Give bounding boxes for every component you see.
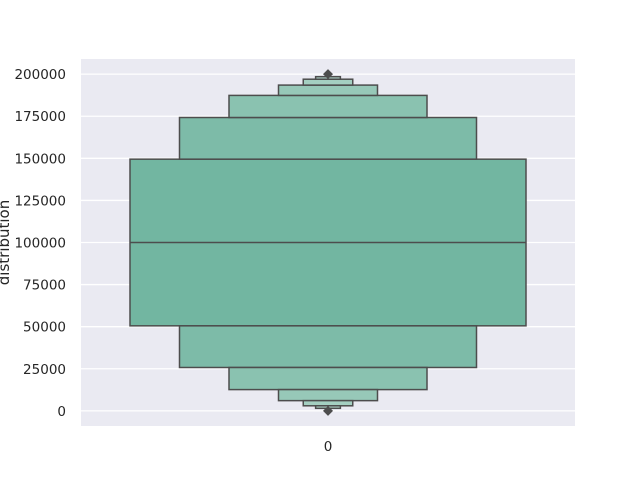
boxen-level-1-lower: [178, 325, 478, 369]
boxen-level-1-upper: [178, 116, 478, 160]
boxen-level-2-upper: [228, 94, 428, 119]
y-tick-label-175000: 175000: [14, 109, 66, 125]
outlier-point-1: [323, 69, 333, 80]
outlier-point-0: [323, 405, 333, 416]
outlier-markers: [323, 69, 333, 416]
y-tick-label-200000: 200000: [14, 67, 66, 83]
x-tick-labels: 0: [324, 439, 333, 455]
y-tick-label-50000: 50000: [23, 320, 66, 336]
y-tick-label-150000: 150000: [14, 151, 66, 167]
boxen-level-2-lower: [228, 366, 428, 391]
y-tick-label-0: 0: [57, 404, 66, 420]
y-tick-labels: 0 25000 50000 75000 100000 125000 150000 175000…: [14, 67, 66, 420]
y-tick-label-125000: 125000: [14, 193, 66, 209]
y-tick-label-100000: 100000: [14, 236, 66, 252]
boxen-level-4-upper: [302, 78, 354, 86]
y-tick-label-25000: 25000: [23, 362, 66, 378]
boxen-level-3-lower: [277, 388, 379, 402]
boxen-level-3-upper: [277, 84, 379, 97]
y-axis-label: distribution: [0, 200, 13, 285]
y-tick-label-75000: 75000: [23, 278, 66, 294]
x-tick-label-0: 0: [324, 439, 333, 455]
boxen-level-4-lower: [302, 399, 354, 407]
